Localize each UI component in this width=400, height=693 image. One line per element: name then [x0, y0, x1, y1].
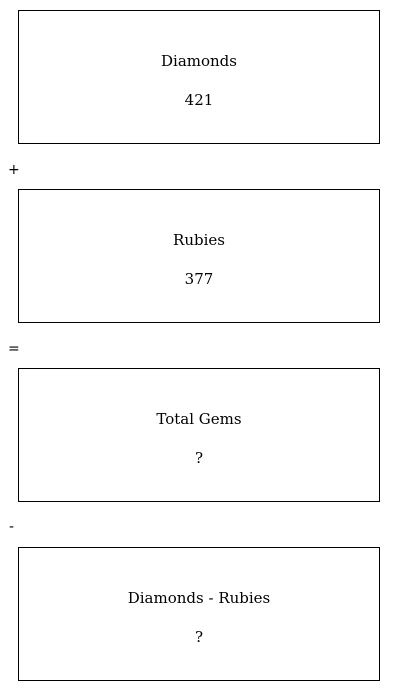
total-gems-label: Total Gems [156, 410, 242, 428]
diamonds-value: 421 [184, 91, 214, 109]
difference-label: Diamonds - Rubies [127, 589, 271, 607]
diamonds-box: Diamonds 421 [18, 10, 380, 144]
difference-value: ? [194, 628, 204, 646]
equals-operator: = [8, 341, 20, 357]
diamonds-label: Diamonds [161, 52, 237, 70]
total-gems-value: ? [194, 449, 204, 467]
minus-operator: - [9, 519, 15, 535]
difference-box: Diamonds - Rubies ? [18, 547, 380, 681]
rubies-value: 377 [184, 270, 214, 288]
plus-operator: + [8, 162, 20, 178]
total-gems-box: Total Gems ? [18, 368, 380, 502]
rubies-box: Rubies 377 [18, 189, 380, 323]
rubies-label: Rubies [173, 231, 225, 249]
